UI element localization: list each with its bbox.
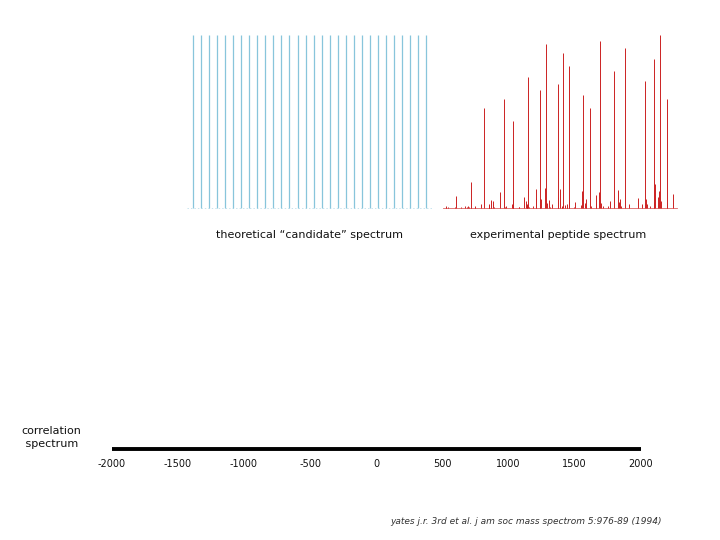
Text: -2000: -2000 (97, 459, 126, 469)
Text: -1500: -1500 (163, 459, 192, 469)
Text: theoretical “candidate” spectrum: theoretical “candidate” spectrum (216, 230, 403, 240)
Text: experimental peptide spectrum: experimental peptide spectrum (470, 230, 646, 240)
Text: 1500: 1500 (562, 459, 587, 469)
Text: 1000: 1000 (496, 459, 521, 469)
Text: 0: 0 (373, 459, 379, 469)
Text: correlation
 spectrum: correlation spectrum (22, 426, 81, 449)
Text: 2000: 2000 (629, 459, 653, 469)
Text: 500: 500 (433, 459, 451, 469)
Text: -1000: -1000 (230, 459, 258, 469)
Text: -500: -500 (299, 459, 321, 469)
Text: yates j.r. 3rd et al. j am soc mass spectrom 5:976-89 (1994): yates j.r. 3rd et al. j am soc mass spec… (390, 517, 662, 526)
